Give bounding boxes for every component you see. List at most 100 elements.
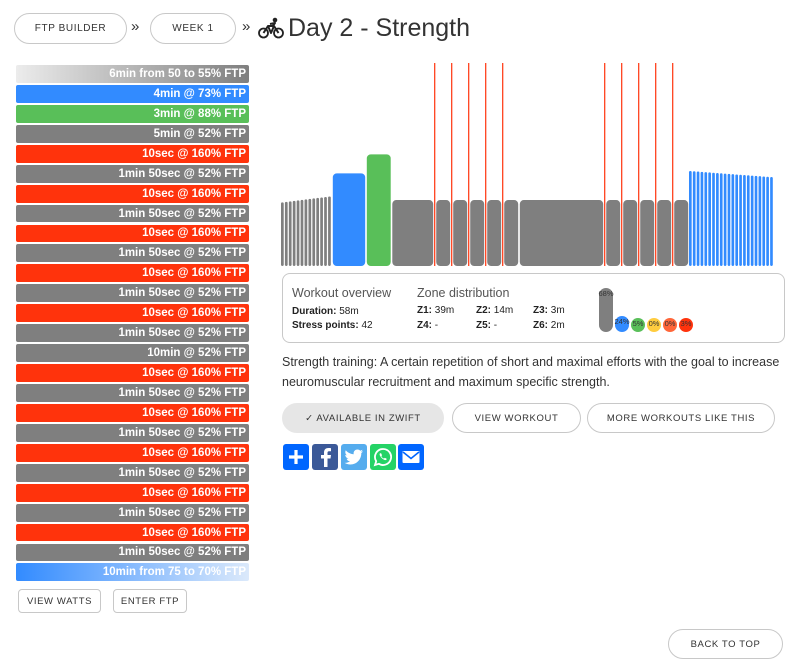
chart-ramp-bar — [281, 202, 284, 266]
cyclist-icon — [258, 17, 284, 39]
zone-label: Z5: — [476, 320, 491, 331]
workout-step: 10sec @ 160% FTP — [16, 523, 249, 542]
zone-row: Z2: 14m — [476, 305, 513, 316]
zone-pill: 24% — [615, 316, 630, 332]
workout-chart — [281, 63, 773, 266]
chart-interval-bar — [674, 200, 689, 266]
workout-step: 5min @ 52% FTP — [16, 124, 249, 143]
zone-value: 39m — [434, 305, 455, 316]
zone-row: Z5: - — [476, 320, 497, 331]
workout-step: 1min 50sec @ 52% FTP — [16, 503, 249, 522]
workout-step: 10sec @ 160% FTP — [16, 443, 249, 462]
chart-ramp-bar — [735, 174, 739, 266]
chart-sprint-bar — [485, 63, 487, 266]
breadcrumb-separator: » — [131, 18, 140, 35]
chart-sprint-bar — [502, 63, 504, 266]
chart-ramp-bar — [320, 197, 323, 266]
more-workouts-button[interactable]: MORE WORKOUTS LIKE THIS — [587, 403, 775, 433]
zone-value: - — [493, 320, 498, 331]
chart-ramp-bar — [708, 172, 711, 266]
workout-step: 10sec @ 160% FTP — [16, 483, 249, 502]
chart-ramp-bar — [288, 201, 292, 266]
chart-interval-bar — [392, 200, 434, 266]
chart-interval-bar — [332, 173, 366, 266]
chart-sprint-bar — [451, 63, 453, 266]
chart-ramp-bar — [727, 173, 731, 266]
stress-row: Stress points: 42 — [292, 320, 373, 331]
plus-share-icon[interactable] — [283, 444, 309, 470]
back-to-top-button[interactable]: BACK TO TOP — [668, 629, 783, 659]
workout-step: 1min 50sec @ 52% FTP — [16, 284, 249, 303]
chart-ramp-bar — [712, 172, 715, 266]
zone-pill: 5% — [631, 318, 645, 332]
chart-ramp-bar — [312, 198, 316, 266]
zone-label: Z1: — [417, 305, 432, 316]
chart-interval-bar — [519, 200, 604, 266]
zone-row: Z1: 39m — [417, 305, 454, 316]
stress-label: Stress points: — [292, 320, 359, 331]
chart-ramp-bar — [762, 176, 766, 266]
chart-sprint-bar — [638, 63, 640, 266]
zone-label: Z4: — [417, 320, 432, 331]
zone-label: Z3: — [533, 305, 548, 316]
chart-interval-bar — [436, 200, 451, 266]
chart-ramp-bar — [739, 174, 742, 266]
workout-step: 1min 50sec @ 52% FTP — [16, 543, 249, 562]
whatsapp-icon[interactable] — [370, 444, 396, 470]
zone-pill: 0% — [647, 318, 661, 332]
chart-interval-bar — [453, 200, 468, 266]
chart-ramp-bar — [766, 176, 769, 266]
workout-step: 3min @ 88% FTP — [16, 104, 249, 123]
zone-label: Z2: — [476, 305, 491, 316]
zone-row: Z6: 2m — [533, 320, 565, 331]
chart-sprint-bar — [672, 63, 674, 266]
chart-interval-bar — [640, 200, 655, 266]
view-workout-button[interactable]: VIEW WORKOUT — [452, 403, 581, 433]
workout-overview-heading: Workout overview — [292, 286, 392, 300]
chart-sprint-bar — [655, 63, 657, 266]
chart-ramp-bar — [700, 171, 704, 266]
chart-sprint-bar — [621, 63, 623, 266]
chart-ramp-bar — [754, 175, 758, 266]
breadcrumb-week-1[interactable]: WEEK 1 — [150, 13, 236, 44]
chart-ramp-bar — [770, 177, 773, 266]
workout-step: 10sec @ 160% FTP — [16, 264, 249, 283]
zone-value: - — [434, 320, 439, 331]
available-in-zwift-button[interactable]: ✓ AVAILABLE IN ZWIFT — [282, 403, 444, 433]
workout-step: 10sec @ 160% FTP — [16, 184, 249, 203]
chart-interval-bar — [487, 200, 502, 266]
chart-ramp-bar — [750, 175, 754, 266]
email-icon[interactable] — [398, 444, 424, 470]
workout-description: Strength training: A certain repetition … — [282, 355, 780, 389]
zone-pill: 68% — [599, 288, 614, 332]
view-watts-button[interactable]: VIEW WATTS — [18, 589, 101, 613]
chart-ramp-bar — [704, 172, 708, 266]
workout-step: 10sec @ 160% FTP — [16, 364, 249, 382]
zone-value: 14m — [493, 305, 514, 316]
duration-row: Duration: 58m — [292, 306, 359, 317]
chart-ramp-bar — [689, 170, 692, 266]
chart-interval-bar — [504, 200, 519, 266]
breadcrumb-ftp-builder[interactable]: FTP BUILDER — [14, 13, 127, 44]
chart-ramp-bar — [716, 173, 719, 266]
breadcrumb-separator: » — [242, 18, 251, 35]
chart-interval-bar — [657, 200, 672, 266]
chart-ramp-bar — [758, 176, 762, 266]
twitter-icon[interactable] — [341, 444, 367, 470]
chart-ramp-bar — [304, 199, 308, 266]
workout-step: 1min 50sec @ 52% FTP — [16, 463, 249, 482]
workout-step: 10sec @ 160% FTP — [16, 144, 249, 163]
facebook-icon[interactable] — [312, 444, 338, 470]
zone-row: Z4: - — [417, 320, 438, 331]
page-title: Day 2 - Strength — [288, 13, 471, 42]
chart-ramp-bar — [692, 171, 696, 266]
chart-ramp-bar — [731, 174, 735, 266]
chart-ramp-bar — [316, 197, 320, 266]
chart-ramp-bar — [723, 173, 727, 266]
enter-ftp-button[interactable]: ENTER FTP — [113, 589, 187, 613]
zone-pill: 3% — [679, 318, 693, 332]
chart-sprint-bar — [434, 63, 436, 266]
chart-ramp-bar — [292, 200, 296, 266]
zone-pill: 0% — [663, 318, 677, 332]
chart-ramp-bar — [696, 171, 700, 266]
